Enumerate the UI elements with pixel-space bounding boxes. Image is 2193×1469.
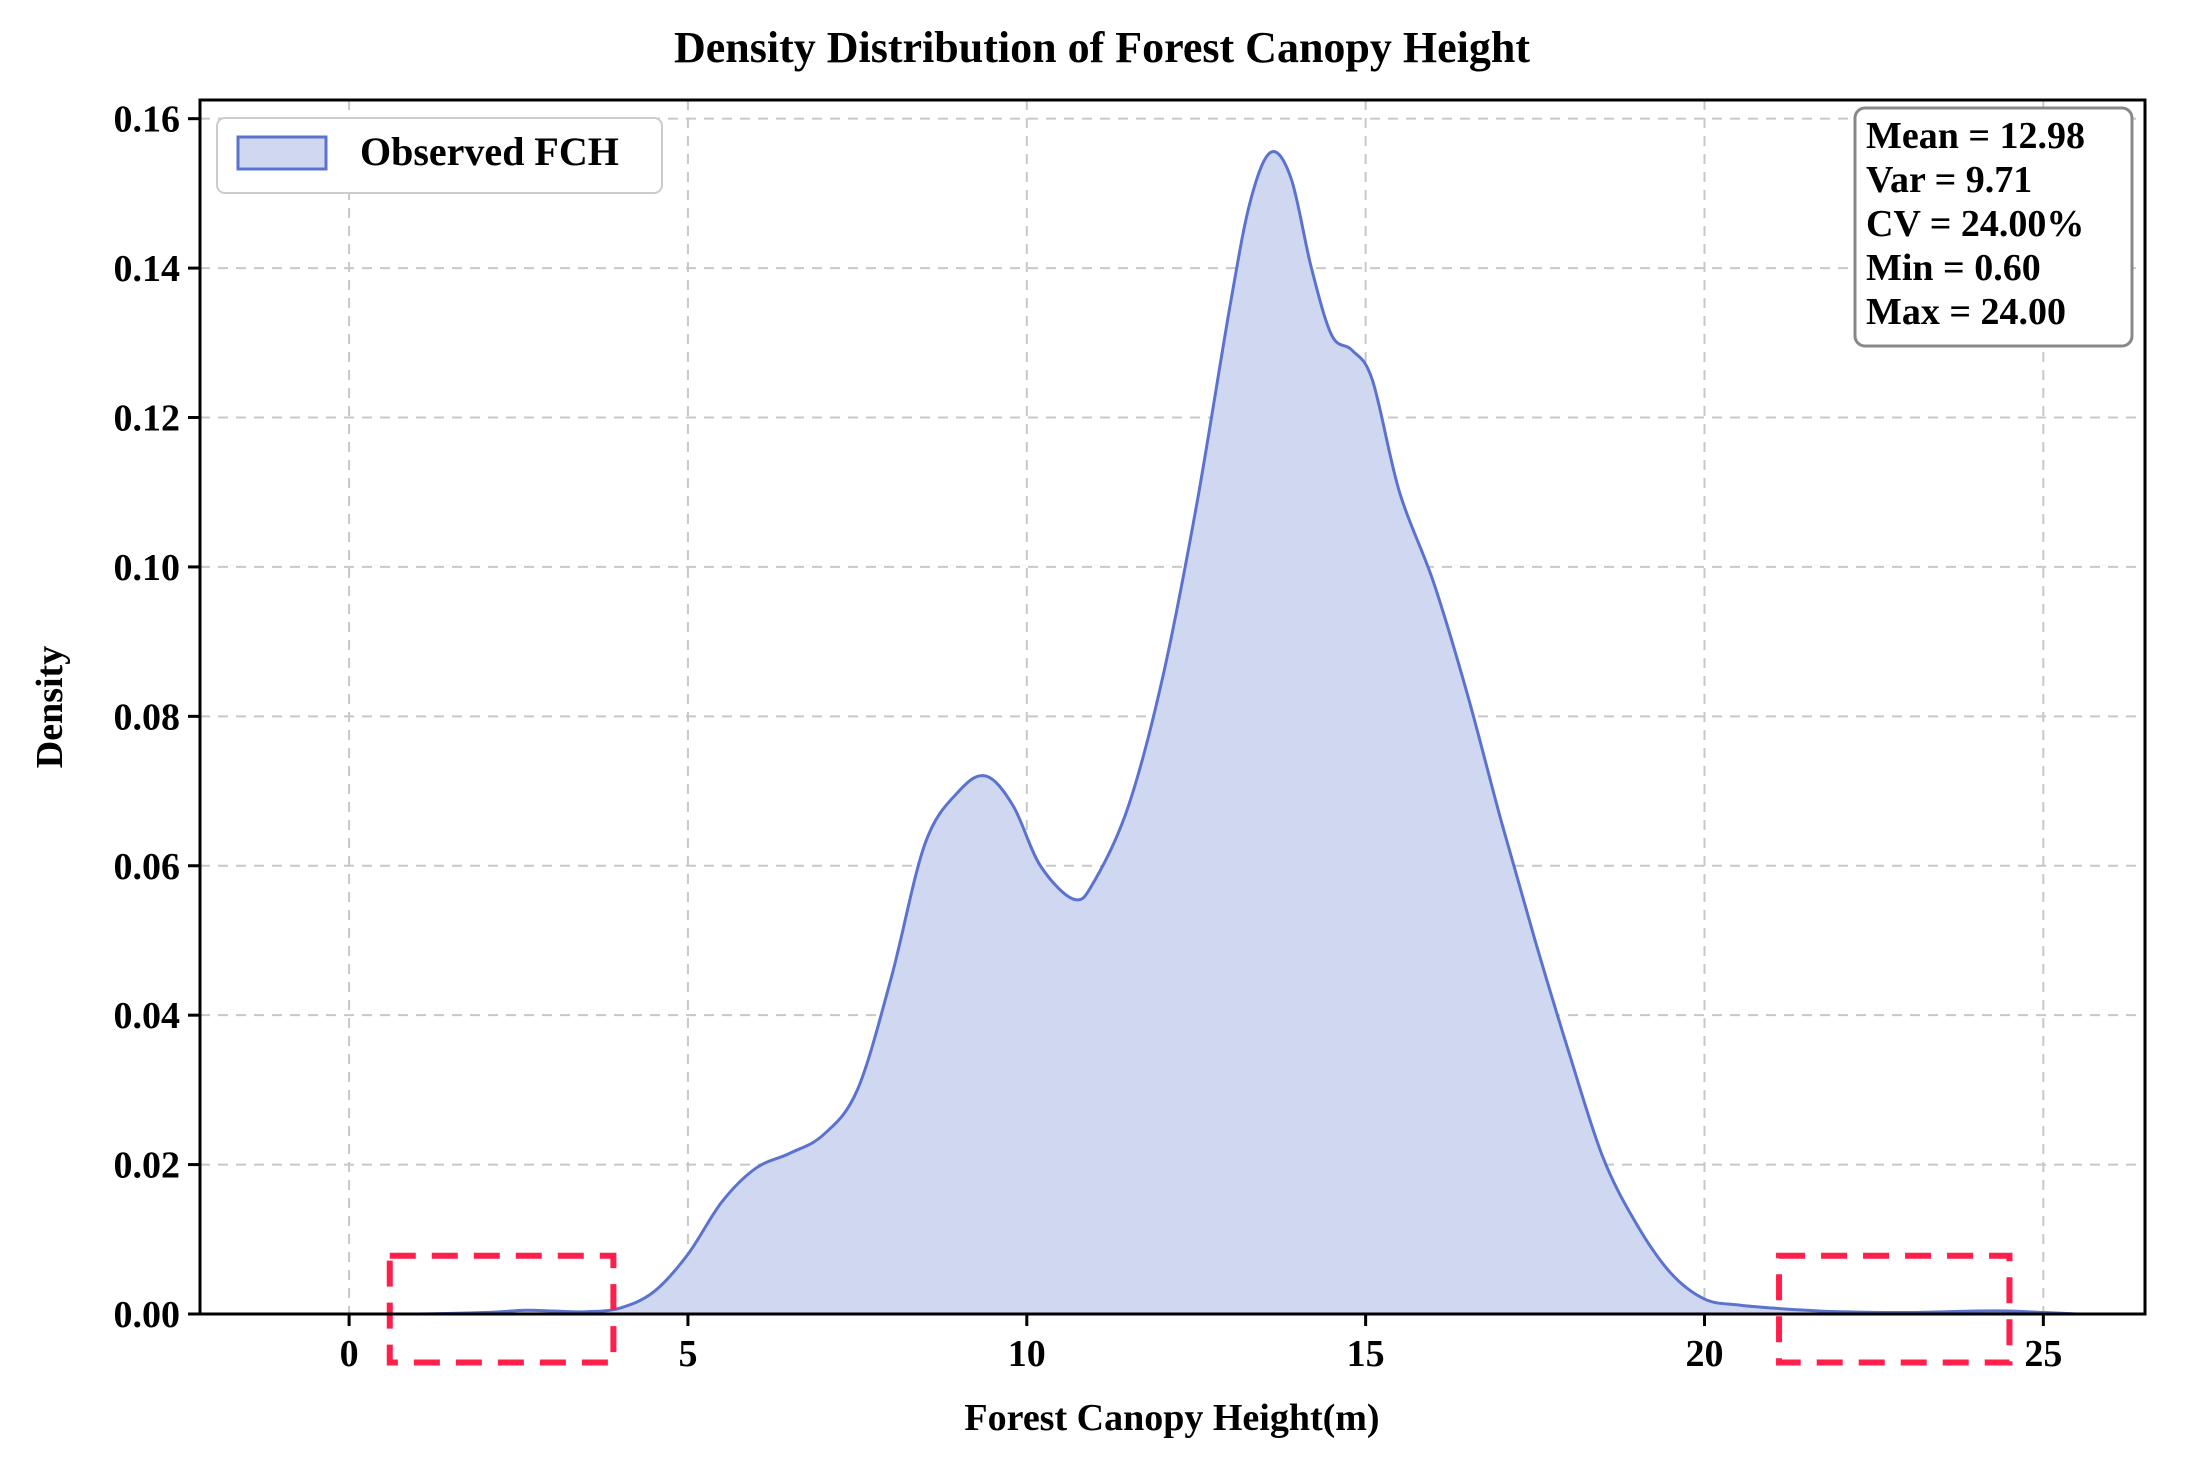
y-tick-label: 0.16	[114, 99, 181, 141]
legend: Observed FCH	[216, 117, 663, 194]
legend-label: Observed FCH	[360, 129, 619, 174]
stats-min: Min = 0.60	[1866, 247, 2041, 289]
legend-frame	[216, 117, 663, 194]
density-area	[281, 151, 2078, 1314]
y-tick-label: 0.02	[114, 1145, 181, 1187]
y-axis-label: Density	[29, 646, 71, 768]
stats-var: Var = 9.71	[1866, 159, 2032, 201]
series-layer	[281, 150, 2078, 1316]
y-tick-label: 0.06	[114, 846, 181, 888]
stats-cv: CV = 24.00%	[1866, 203, 2084, 245]
stats-mean: Mean = 12.98	[1866, 115, 2085, 157]
plot-frame	[198, 98, 2147, 1316]
stats-box: Mean = 12.98 Var = 9.71 CV = 24.00% Min …	[1853, 106, 2134, 348]
y-tick-label: 0.04	[114, 995, 181, 1037]
x-axis-label: Forest Canopy Height(m)	[964, 1397, 1379, 1439]
highlight-box	[386, 1252, 617, 1366]
y-tick-label: 0.14	[114, 248, 181, 290]
y-tick-label: 0.10	[114, 547, 181, 589]
tick-layer: 0 5 10 15 20 25 0.00 0.02 0.04 0.06 0.08 0.10 0.12 0.…	[114, 99, 2063, 1375]
y-tick-label: 0.08	[114, 696, 181, 738]
chart-title: Density Distribution of Forest Canopy He…	[674, 23, 1530, 72]
stats-box-frame	[1853, 106, 2134, 348]
highlight-box	[1776, 1252, 2013, 1366]
x-tick-label: 0	[340, 1333, 359, 1375]
y-tick-label: 0.12	[114, 398, 181, 440]
x-tick-label: 15	[1347, 1333, 1385, 1375]
density-line	[281, 150, 2078, 1316]
x-tick-label: 25	[2024, 1333, 2062, 1375]
legend-swatch	[236, 135, 328, 171]
stats-max: Max = 24.00	[1866, 291, 2066, 333]
x-tick-label: 20	[1685, 1333, 1723, 1375]
highlight-layer	[386, 1252, 2013, 1366]
x-tick-label: 10	[1008, 1333, 1046, 1375]
x-tick-label: 5	[678, 1333, 697, 1375]
y-tick-label: 0.00	[114, 1294, 181, 1336]
